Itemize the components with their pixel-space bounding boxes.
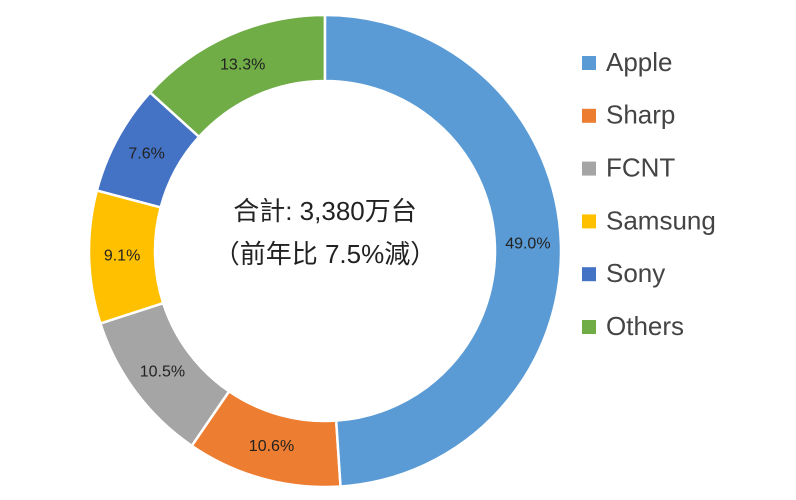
legend-label: Others [606, 311, 684, 341]
slice [95, 90, 201, 210]
data-label: 13.3% [220, 57, 265, 74]
data-label: 49.0% [505, 236, 550, 253]
legend-label: Sharp [606, 100, 675, 130]
center-text: 合計: 3,380万台 [233, 196, 417, 226]
slice [190, 389, 342, 489]
slice [87, 189, 165, 326]
data-label: 10.6% [249, 438, 294, 455]
data-label: 7.6% [128, 145, 164, 162]
legend-swatch [582, 108, 596, 123]
legend-label: Samsung [606, 205, 716, 235]
legend-swatch [582, 56, 596, 70]
center-text: （前年比 7.5%減） [214, 239, 437, 269]
legend-label: Apple [606, 47, 673, 77]
legend-swatch [582, 267, 596, 282]
legend-label: FCNT [606, 152, 675, 182]
legend-swatch [582, 214, 596, 229]
data-label: 10.5% [140, 364, 185, 381]
slice [323, 13, 563, 488]
legend-label: Sony [606, 258, 665, 288]
legend-swatch [582, 320, 596, 334]
legend-swatch [582, 161, 596, 176]
data-label: 9.1% [104, 248, 140, 265]
slice [98, 301, 231, 448]
